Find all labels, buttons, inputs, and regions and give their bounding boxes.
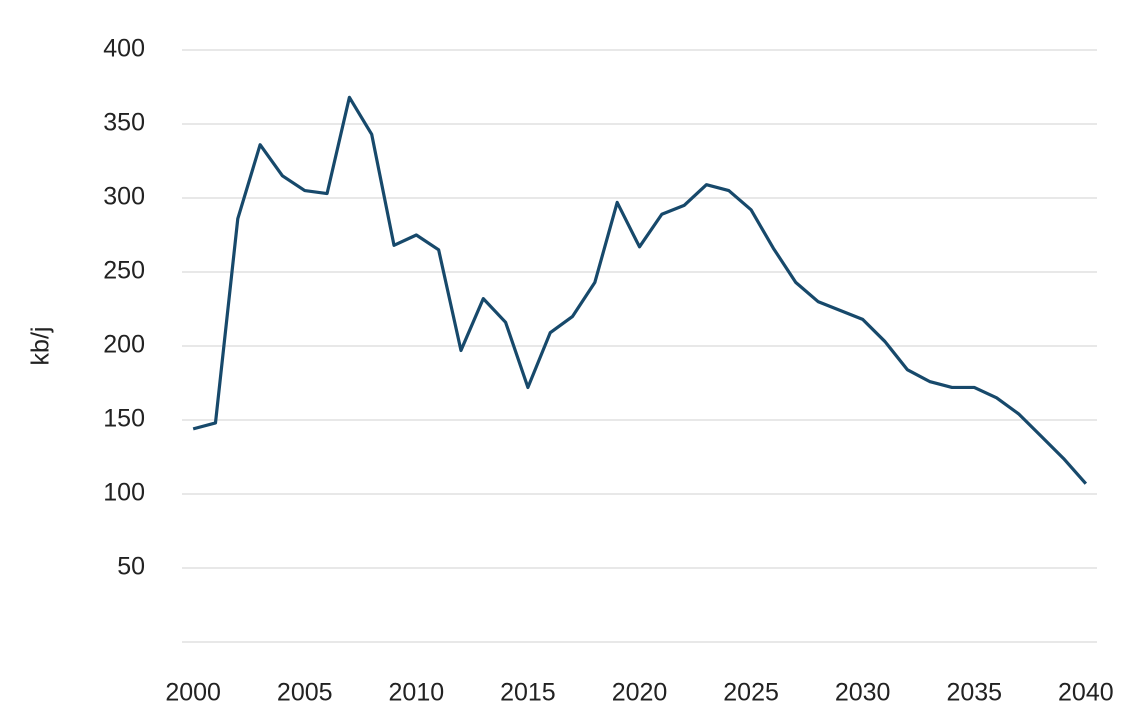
y-tick-label: 50 [117,553,145,581]
y-tick-label: 400 [103,35,145,63]
data-line [192,95,1088,485]
x-tick-label: 2025 [723,679,779,707]
y-tick-label: 150 [103,405,145,433]
x-tick-label: 2005 [277,679,333,707]
x-tick-label: 2015 [500,679,556,707]
y-axis-title: kb/j [27,327,55,366]
x-tick-label: 2035 [946,679,1002,707]
x-tick-label: 2010 [389,679,445,707]
x-tick-label: 2020 [612,679,668,707]
x-tick-label: 2030 [835,679,891,707]
y-tick-label: 200 [103,331,145,359]
x-tick-label: 2040 [1058,679,1114,707]
y-tick-label: 250 [103,257,145,285]
x-tick-label: 2000 [165,679,221,707]
y-tick-label: 300 [103,183,145,211]
y-tick-label: 100 [103,479,145,507]
y-tick-label: 350 [103,109,145,137]
